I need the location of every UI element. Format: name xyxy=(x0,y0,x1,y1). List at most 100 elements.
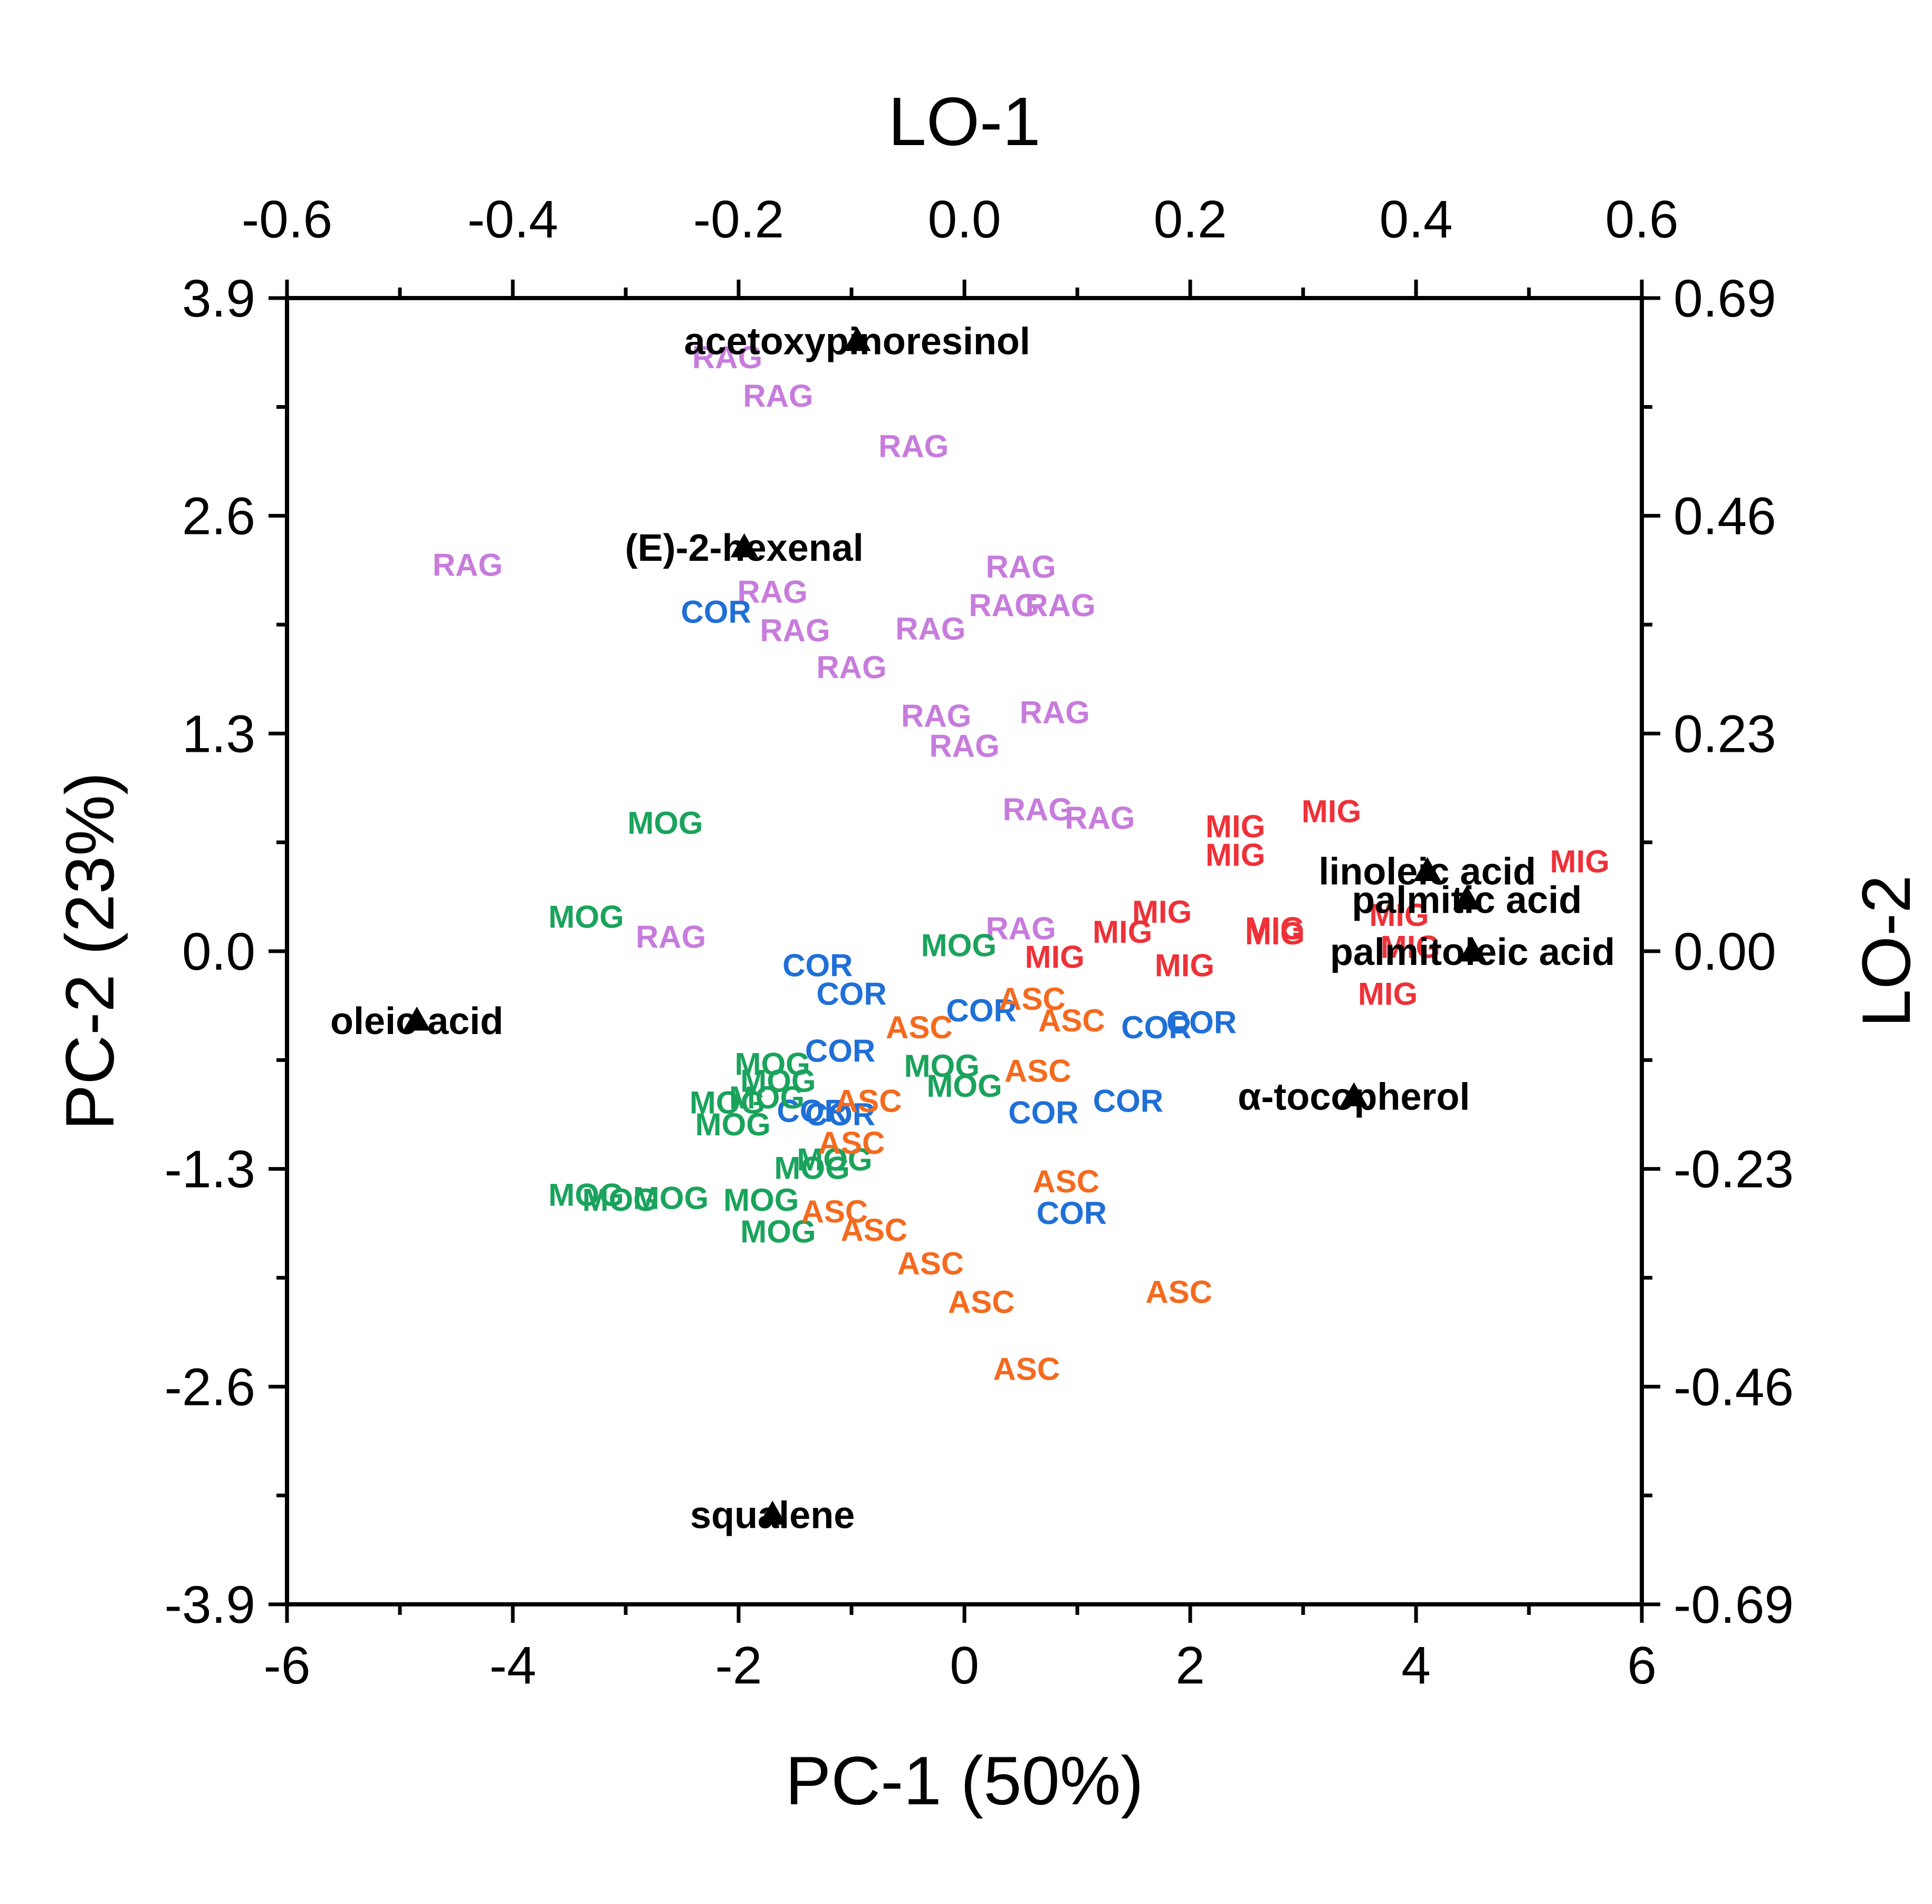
loading-label: oleic acid xyxy=(330,1000,503,1042)
score-point-mog: MOG xyxy=(690,1085,765,1121)
score-point-rag: RAG xyxy=(878,428,949,464)
x-tick-label: -2 xyxy=(715,1636,762,1695)
x-tick-label: -6 xyxy=(264,1636,311,1695)
score-point-mig: MIG xyxy=(1302,793,1361,829)
y2-tick-label: 0.23 xyxy=(1673,704,1776,763)
score-point-mog: MOG xyxy=(774,1150,849,1185)
score-point-cor: COR xyxy=(782,948,853,983)
y2-tick-label: -0.46 xyxy=(1673,1357,1794,1417)
x2-tick-label: -0.6 xyxy=(242,190,332,249)
score-point-mog: MOG xyxy=(548,899,624,934)
score-point-asc: ASC xyxy=(818,1125,885,1161)
score-point-mig: MIG xyxy=(1025,940,1085,975)
score-point-mig: MIG xyxy=(1550,844,1610,879)
score-point-asc: ASC xyxy=(840,1212,907,1248)
score-point-mog: MOG xyxy=(740,1214,816,1249)
score-point-asc: ASC xyxy=(886,1010,953,1045)
score-point-mog: MOG xyxy=(797,1142,872,1178)
score-point-mig: MIG xyxy=(1155,948,1214,983)
y2-tick-label: 0.46 xyxy=(1673,487,1776,546)
score-point-cor: COR xyxy=(1166,1004,1237,1040)
score-point-mig: MIG xyxy=(1206,837,1265,873)
x-tick-label: 4 xyxy=(1401,1636,1431,1695)
score-point-cor: COR xyxy=(805,1097,875,1132)
x-tick-label: 0 xyxy=(950,1636,979,1695)
loading-marker xyxy=(1340,1082,1368,1107)
score-point-rag: RAG xyxy=(986,549,1056,585)
x2-tick-label: 0.6 xyxy=(1605,190,1678,249)
score-point-cor: COR xyxy=(1121,1010,1191,1045)
y2-tick-label: 0.00 xyxy=(1673,922,1776,981)
x-axis-title: PC-1 (50%) xyxy=(785,1742,1143,1819)
score-point-mog: MOG xyxy=(735,1047,810,1082)
loading-label: squalene xyxy=(690,1495,855,1537)
score-point-mog: MOG xyxy=(548,1177,624,1212)
score-point-mog: MOG xyxy=(695,1107,771,1142)
y-axis-title: PC-2 (23%) xyxy=(51,772,128,1130)
y2-tick-label: 0.69 xyxy=(1673,269,1776,328)
score-point-rag: RAG xyxy=(1025,588,1095,623)
score-point-asc: ASC xyxy=(1032,1164,1099,1199)
loading-vectors: acetoxypinoresinol (E)-2-hexenal linoleic … xyxy=(330,321,1615,1537)
loading-marker xyxy=(843,327,871,351)
score-point-rag: RAG xyxy=(743,378,813,414)
score-point-asc: ASC xyxy=(999,981,1066,1017)
y-tick-label: -3.9 xyxy=(165,1575,255,1634)
score-point-rag: RAG xyxy=(1065,800,1135,836)
score-point-asc: ASC xyxy=(1145,1274,1212,1309)
x-tick-label: 6 xyxy=(1627,1636,1657,1695)
score-point-rag: RAG xyxy=(760,613,830,648)
score-point-asc: ASC xyxy=(801,1194,868,1229)
score-point-mig: MIG xyxy=(1245,911,1305,946)
score-point-rag: RAG xyxy=(895,611,965,646)
y-tick-label: -2.6 xyxy=(165,1357,255,1417)
x-tick-label: 2 xyxy=(1175,1636,1205,1695)
score-point-mig: MIG xyxy=(1132,894,1192,930)
score-point-cor: COR xyxy=(1008,1095,1078,1131)
score-point-asc: ASC xyxy=(948,1284,1015,1319)
loading-label: linoleic acid xyxy=(1318,850,1536,893)
y-tick-label: 0.0 xyxy=(182,922,255,981)
loading-label: α-tocopherol xyxy=(1238,1076,1470,1118)
loading-marker xyxy=(730,533,758,558)
score-point-asc: ASC xyxy=(1038,1003,1105,1038)
score-point-cor: COR xyxy=(1093,1084,1163,1119)
loading-label: acetoxypinoresinol xyxy=(684,321,1030,363)
score-point-rag: RAG xyxy=(969,588,1039,623)
tick-labels: -6 -4 -2 0 2 4 6 -0.6 -0.4 -0.2 0.0 0.2 0.4 0.6 -3.9 -2… xyxy=(165,190,1794,1695)
score-point-mog: MOG xyxy=(729,1080,805,1115)
score-point-mig: MIG xyxy=(1093,914,1152,950)
score-point-rag: RAG xyxy=(433,548,503,583)
x2-tick-label: 0.4 xyxy=(1379,190,1452,249)
score-point-mog: MOG xyxy=(633,1181,709,1216)
score-point-rag: RAG xyxy=(929,729,999,764)
score-point-mog: MOG xyxy=(921,927,997,963)
right-axis-title: LO-2 xyxy=(1848,875,1925,1027)
score-point-cor: COR xyxy=(777,1094,847,1129)
score-point-mig: MIG xyxy=(1358,976,1418,1011)
tick-marks xyxy=(269,280,1660,1623)
score-point-mig: MIG xyxy=(1245,916,1305,951)
y-tick-label: 2.6 xyxy=(182,487,255,546)
top-axis-title: LO-1 xyxy=(888,83,1040,160)
score-point-rag: RAG xyxy=(1002,792,1073,827)
score-point-mog: MOG xyxy=(627,806,703,841)
score-point-mig: MIG xyxy=(1381,929,1440,964)
x2-tick-label: -0.4 xyxy=(467,190,558,249)
x2-tick-label: -0.2 xyxy=(693,190,784,249)
score-point-cor: COR xyxy=(1037,1195,1107,1231)
score-point-mig: MIG xyxy=(1369,897,1429,933)
loading-marker xyxy=(403,1006,431,1031)
score-point-asc: ASC xyxy=(897,1246,964,1281)
x-tick-label: -4 xyxy=(490,1636,537,1695)
score-point-rag: RAG xyxy=(738,575,808,610)
score-point-rag: RAG xyxy=(816,649,886,685)
y2-tick-label: -0.23 xyxy=(1673,1140,1794,1199)
score-point-mig: MIG xyxy=(1206,809,1265,844)
x2-tick-label: 0.2 xyxy=(1153,190,1227,249)
score-point-asc: ASC xyxy=(1005,1053,1072,1088)
score-point-mog: MOG xyxy=(723,1182,799,1218)
